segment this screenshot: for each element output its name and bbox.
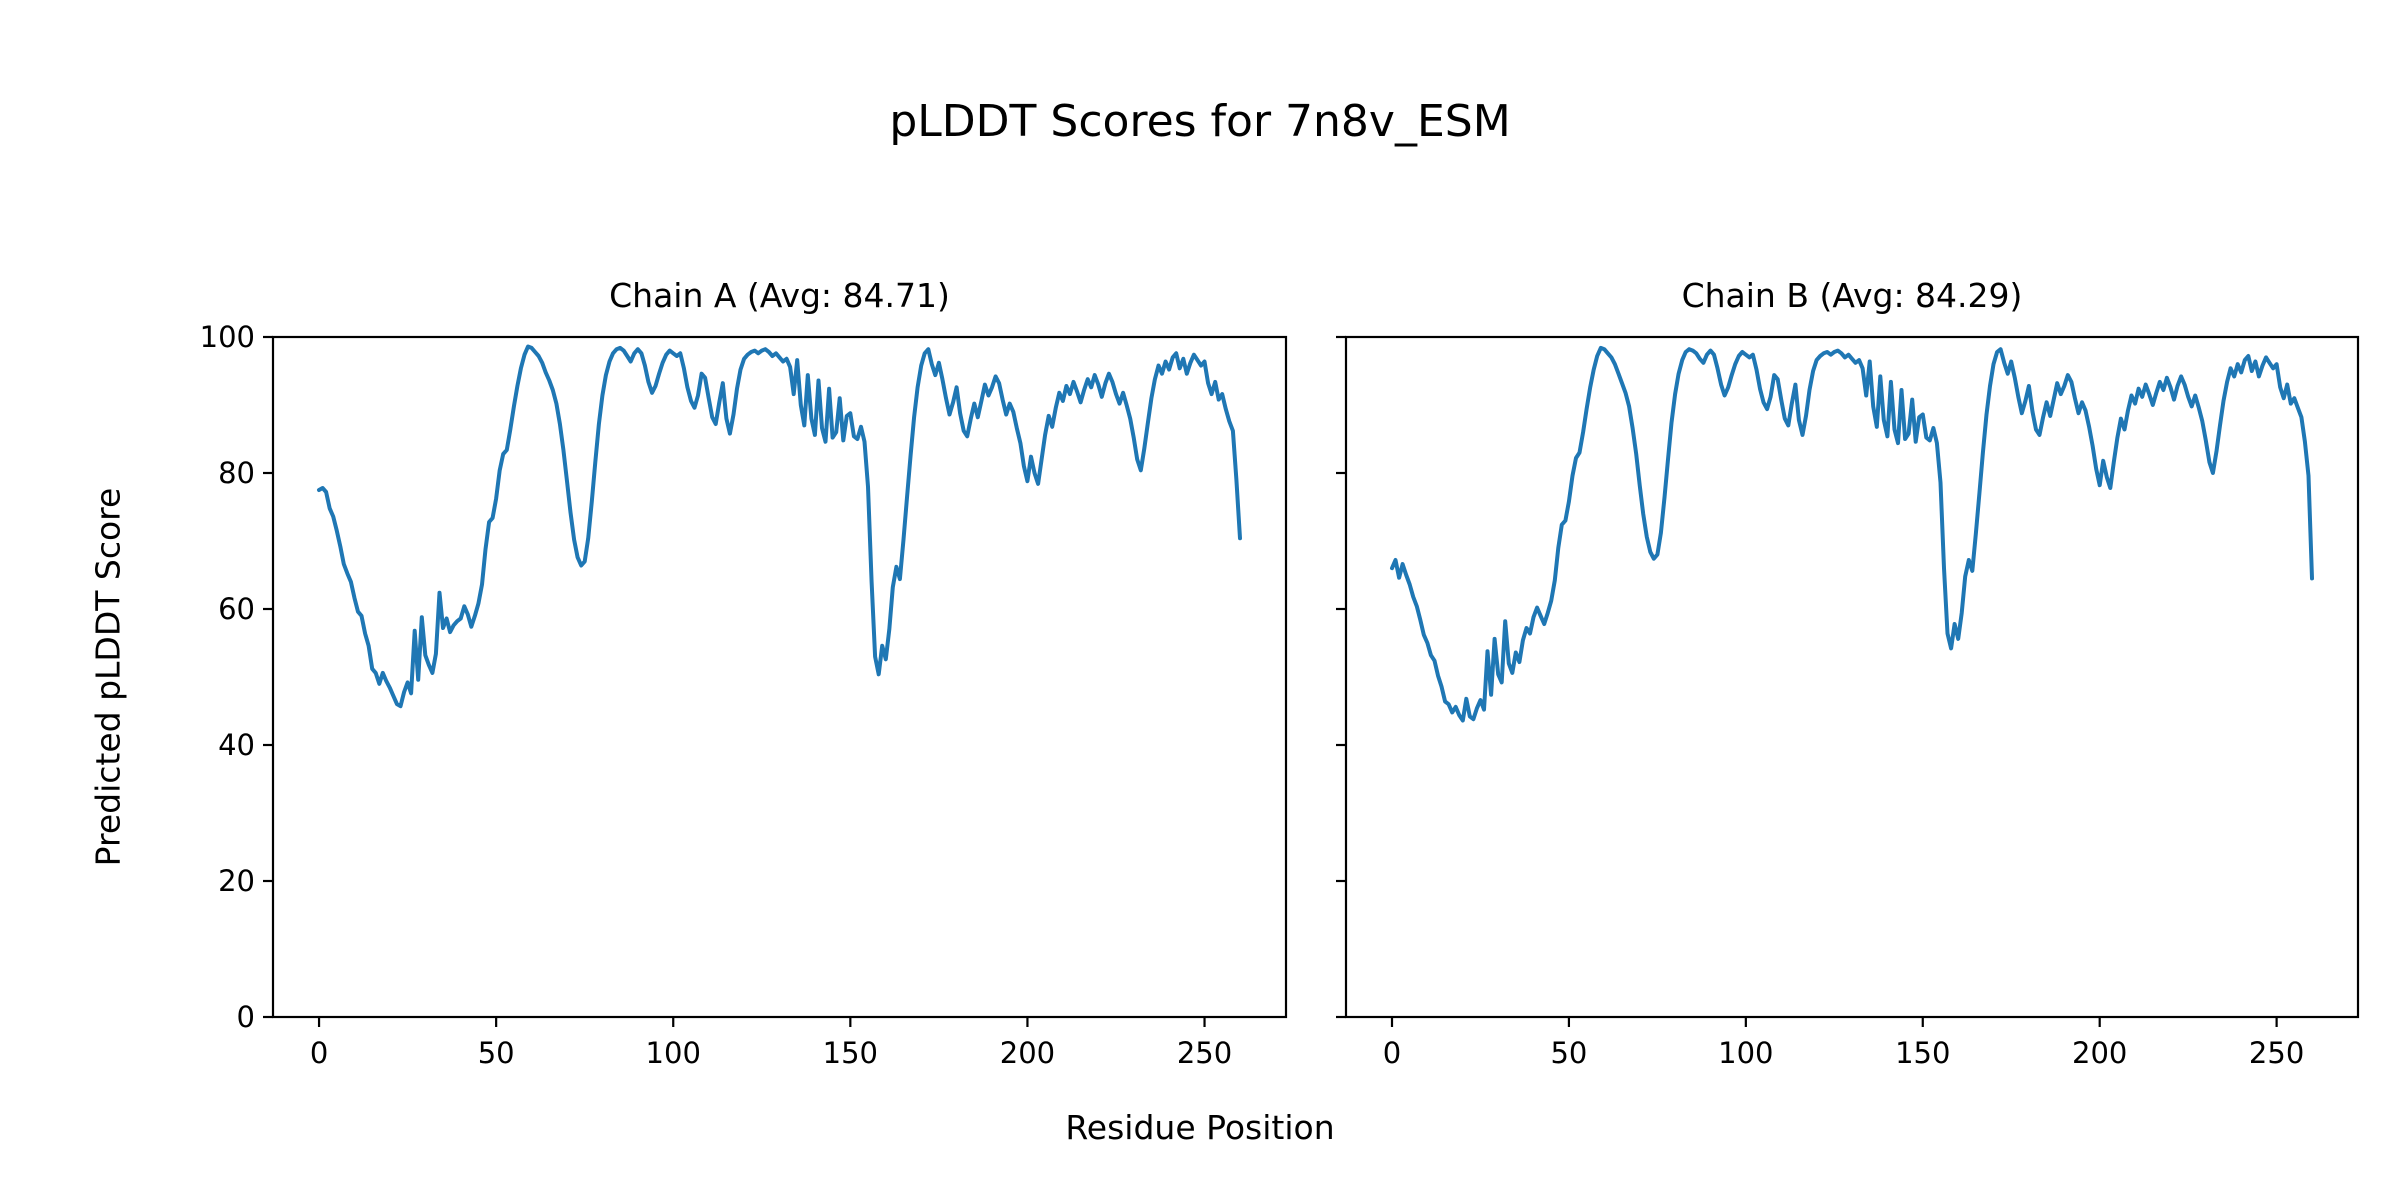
chain-a-y-tick-label: 100 <box>200 320 255 354</box>
chain-a-y-tick-label: 60 <box>218 592 255 626</box>
chain-a-x-tick-label: 150 <box>823 1036 878 1070</box>
chain-a-y-tick-label: 0 <box>237 1000 255 1034</box>
chain-a-x-tick-label: 200 <box>1000 1036 1055 1070</box>
x-axis-label: Residue Position <box>1065 1108 1335 1147</box>
subplot-title-chain-b: Chain B (Avg: 84.29) <box>1681 276 2023 315</box>
chain-a-y-tick-label: 80 <box>218 456 255 490</box>
chain-a-x-tick-label: 50 <box>478 1036 515 1070</box>
chain-a-x-tick-label: 0 <box>310 1036 328 1070</box>
chain-b-x-tick-label: 100 <box>1718 1036 1773 1070</box>
chain-a-plddt-line <box>317 344 1242 709</box>
chain-a-x-tick-label: 100 <box>646 1036 701 1070</box>
chain-a-y-tick-label: 40 <box>218 728 255 762</box>
chain-b-x-tick-label: 250 <box>2249 1036 2304 1070</box>
chain-b-x-tick-label: 0 <box>1383 1036 1401 1070</box>
chain-b-axes-spines <box>1344 335 2360 1019</box>
chain-b-x-tick-label: 50 <box>1550 1036 1587 1070</box>
subplot-title-chain-a: Chain A (Avg: 84.71) <box>609 276 950 315</box>
chain-b-x-tick-label: 150 <box>1895 1036 1950 1070</box>
chain-a-y-tick-label: 20 <box>218 864 255 898</box>
chain-a-x-tick-label: 250 <box>1177 1036 1232 1070</box>
chain-b-plddt-line <box>1390 345 2314 723</box>
chain-a-axes-spines <box>271 335 1288 1019</box>
figure-suptitle: pLDDT Scores for 7n8v_ESM <box>889 96 1511 147</box>
chain-b-x-tick-label: 200 <box>2072 1036 2127 1070</box>
